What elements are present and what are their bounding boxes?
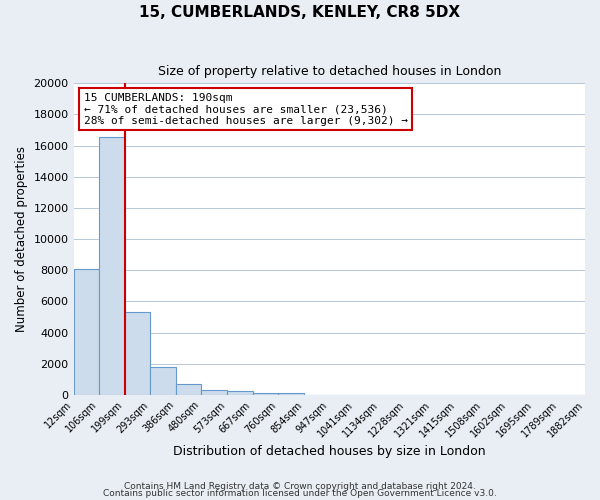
Bar xyxy=(176,384,202,395)
Text: Contains public sector information licensed under the Open Government Licence v3: Contains public sector information licen… xyxy=(103,490,497,498)
Text: Contains HM Land Registry data © Crown copyright and database right 2024.: Contains HM Land Registry data © Crown c… xyxy=(124,482,476,491)
Bar xyxy=(125,312,150,395)
Bar xyxy=(74,268,99,395)
Y-axis label: Number of detached properties: Number of detached properties xyxy=(15,146,28,332)
X-axis label: Distribution of detached houses by size in London: Distribution of detached houses by size … xyxy=(173,444,485,458)
Bar xyxy=(150,367,176,395)
Bar xyxy=(227,392,253,395)
Text: 15, CUMBERLANDS, KENLEY, CR8 5DX: 15, CUMBERLANDS, KENLEY, CR8 5DX xyxy=(139,5,461,20)
Text: 15 CUMBERLANDS: 190sqm
← 71% of detached houses are smaller (23,536)
28% of semi: 15 CUMBERLANDS: 190sqm ← 71% of detached… xyxy=(84,92,408,126)
Bar xyxy=(99,137,125,395)
Title: Size of property relative to detached houses in London: Size of property relative to detached ho… xyxy=(158,65,501,78)
Bar xyxy=(253,393,278,395)
Bar xyxy=(278,394,304,395)
Bar xyxy=(202,390,227,395)
